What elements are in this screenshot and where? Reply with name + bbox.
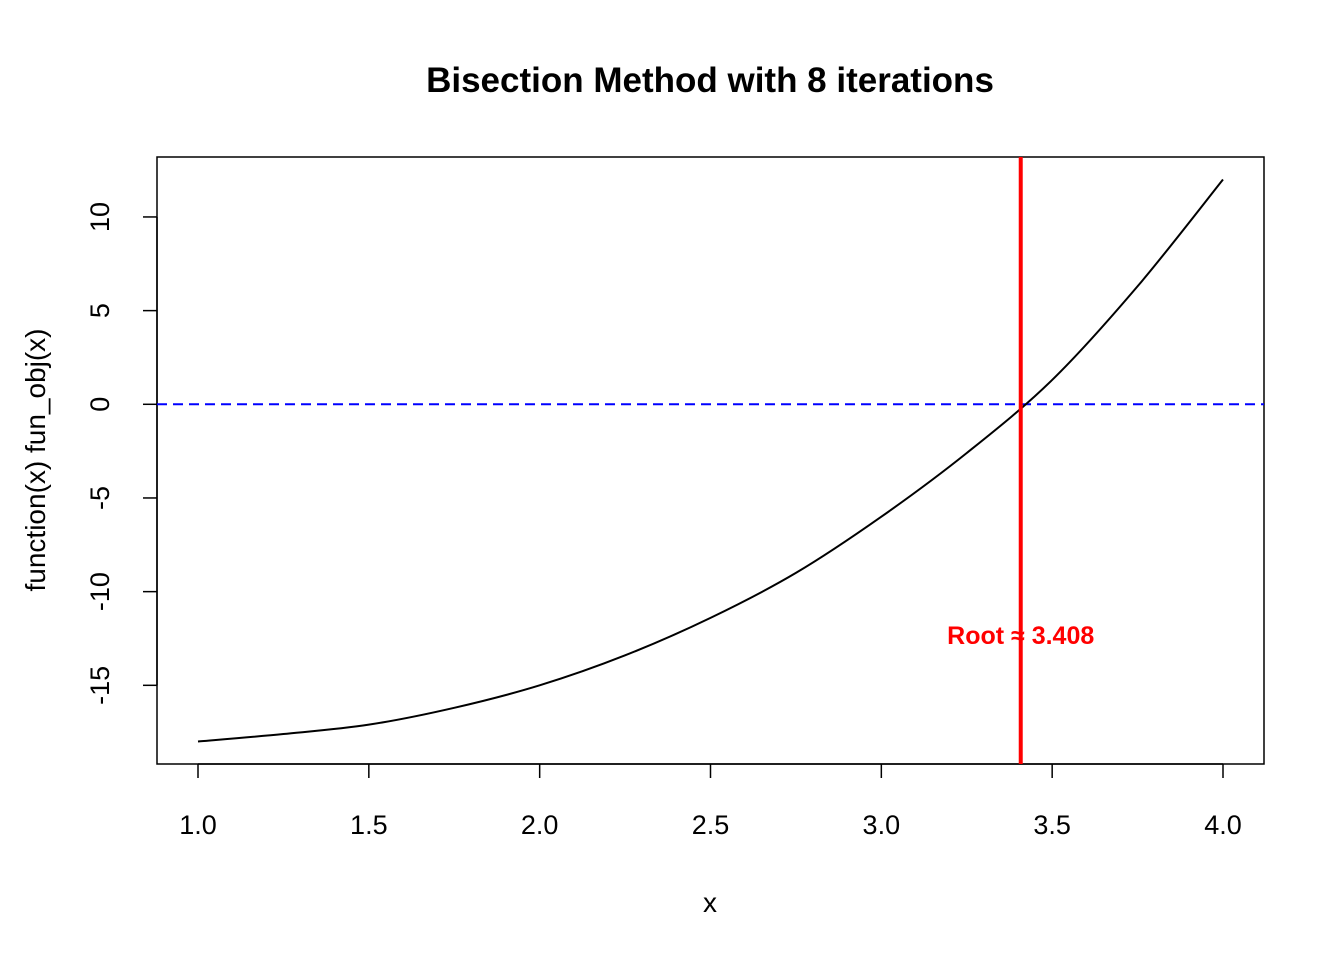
y-tick-label: -10 — [85, 572, 115, 611]
plot-frame — [156, 156, 1265, 765]
chart-title: Bisection Method with 8 iterations — [426, 61, 994, 100]
x-tick-label: 3.0 — [863, 810, 901, 840]
y-tick-label: -5 — [85, 486, 115, 510]
y-axis: -15 -10 -5 0 5 10 — [85, 202, 158, 705]
root-annotation: Root ≈ 3.408 — [947, 622, 1094, 650]
x-axis-label: x — [703, 887, 717, 918]
y-tick-label: -15 — [85, 666, 115, 705]
y-tick-label: 5 — [85, 303, 115, 318]
x-tick-label: 1.5 — [350, 810, 388, 840]
x-axis: 1.0 1.5 2.0 2.5 3.0 3.5 4.0 — [179, 763, 1242, 840]
y-tick-label: 10 — [85, 202, 115, 232]
x-tick-label: 4.0 — [1204, 810, 1242, 840]
series-line — [197, 178, 1224, 743]
y-tick-label: 0 — [85, 397, 115, 412]
x-tick-label: 1.0 — [179, 810, 217, 840]
x-tick-label: 2.5 — [692, 810, 730, 840]
x-tick-label: 3.5 — [1033, 810, 1071, 840]
y-axis-label: function(x) fun_obj(x) — [20, 328, 51, 591]
x-tick-label: 2.0 — [521, 810, 559, 840]
